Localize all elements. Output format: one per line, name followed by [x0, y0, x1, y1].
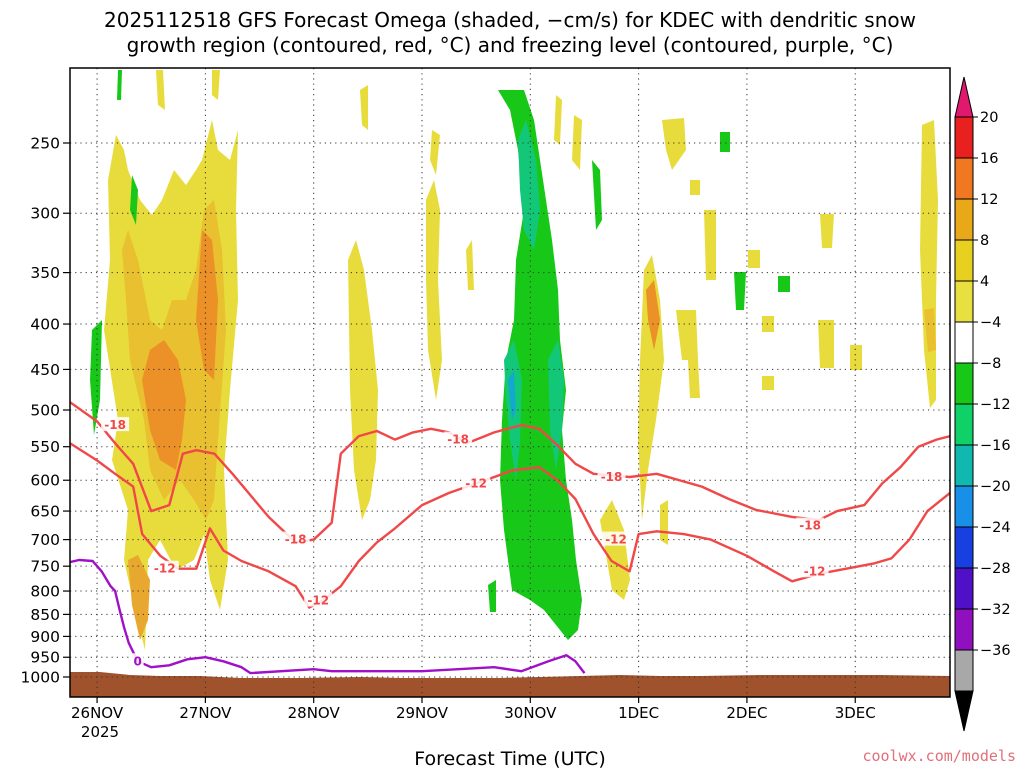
contour-label: -12: [804, 564, 826, 578]
colorbar-swatch: [954, 567, 974, 610]
contour-freezing-level: [70, 558, 586, 675]
y-tick-label: 800: [30, 583, 60, 601]
colorbar-swatch: [954, 116, 974, 159]
contour-label: -12: [465, 476, 487, 490]
colorbar-label: 12: [980, 192, 998, 208]
colorbar-bottom-arrow: [954, 690, 974, 732]
colorbar-label: −28: [980, 561, 1011, 577]
contour-label: 0: [134, 654, 142, 668]
y-tick-label: 250: [30, 135, 60, 153]
colorbar: 20 16 12 8 4 −4 −8 −12 −16 −20 −24 −28 −32 −36: [954, 76, 1011, 732]
y-tick-label: 700: [30, 531, 60, 549]
colorbar-label: −24: [980, 520, 1011, 536]
colorbar-label: −8: [980, 356, 1001, 372]
contour-label-bg: [796, 517, 825, 532]
contour-label: -18: [799, 519, 821, 533]
contour-label-bg: [150, 560, 179, 575]
x-year-label: 2025: [81, 723, 119, 741]
omega-region-26nov: [90, 70, 238, 650]
y-tick-label: 650: [30, 503, 60, 521]
ground-terrain: [70, 672, 950, 697]
y-tick-label: 300: [30, 205, 60, 223]
colorbar-label: 4: [980, 274, 989, 290]
omega-region-29nov: [488, 90, 602, 640]
colorbar-swatch: [954, 157, 974, 200]
plot-frame: [69, 67, 951, 698]
x-tick-label: 26NOV: [71, 704, 124, 722]
credit-text: coolwx.com/models: [862, 747, 1016, 765]
omega-shading: [70, 70, 950, 697]
chart-title-line-1: 2025112518 GFS Forecast Omega (shaded, −…: [104, 8, 916, 32]
omega-region-3dec: [920, 120, 938, 408]
y-tick-label: 450: [30, 361, 60, 379]
colorbar-label: 20: [980, 110, 998, 126]
contour-label-bg: [462, 475, 491, 490]
contour-label-bg: [597, 469, 626, 484]
colorbar-swatch: [954, 444, 974, 487]
colorbar-label: 8: [980, 233, 989, 249]
colorbar-swatch: [954, 198, 974, 241]
y-tick-label: 950: [30, 649, 60, 667]
colorbar-swatch: [954, 280, 974, 323]
x-tick-label: 1DEC: [618, 704, 659, 722]
contour-label-bg: [281, 531, 310, 546]
contour-label-bg: [444, 431, 473, 446]
contour-label: -18: [601, 470, 623, 484]
colorbar-top-arrow: [954, 76, 974, 118]
y-tick-label: 400: [30, 316, 60, 334]
contour-label: -12: [605, 533, 627, 547]
y-tick-label: 500: [30, 402, 60, 420]
colorbar-label: −16: [980, 438, 1011, 454]
omega-region-30nov: [600, 118, 862, 600]
contour-label: -12: [154, 562, 176, 576]
x-axis-label: Forecast Time (UTC): [414, 748, 605, 768]
contour-labels: -18 -12 -18 -12 -18 -12 -18 -12 -18 -12 0: [101, 417, 829, 668]
colorbar-swatch: [954, 239, 974, 282]
y-tick-label: 600: [30, 472, 60, 490]
colorbar-swatch: [954, 403, 974, 446]
contour-label: -18: [285, 533, 307, 547]
y-tick-label: 350: [30, 264, 60, 282]
colorbar-swatch: [954, 321, 974, 364]
colorbar-label: −32: [980, 602, 1011, 618]
x-tick-label: 30NOV: [504, 704, 557, 722]
x-axis-ticks: 26NOV 27NOV 28NOV 29NOV 30NOV 1DEC 2DEC 3DEC: [71, 697, 876, 722]
colorbar-swatch: [954, 362, 974, 405]
colorbar-swatch: [954, 649, 974, 692]
colorbar-swatch: [954, 608, 974, 651]
x-tick-label: 3DEC: [835, 704, 876, 722]
y-tick-label: 550: [30, 438, 60, 456]
contour-label-bg: [800, 563, 829, 578]
colorbar-label: −12: [980, 397, 1011, 413]
contour-label-bg: [304, 592, 333, 607]
colorbar-label: −4: [980, 315, 1001, 331]
omega-region-28nov: [348, 85, 474, 520]
y-tick-label: 900: [30, 628, 60, 646]
colorbar-label: 16: [980, 151, 998, 167]
y-tick-label: 850: [30, 606, 60, 624]
y-tick-label: 750: [30, 558, 60, 576]
x-tick-label: 28NOV: [288, 704, 341, 722]
colorbar-swatch: [954, 526, 974, 569]
colorbar-label: −36: [980, 643, 1011, 659]
contour-label-bg: [101, 417, 130, 432]
contour-label: -12: [307, 594, 329, 608]
contour-label-bg: [602, 531, 631, 546]
contour-label-bg: [131, 653, 144, 668]
x-tick-label: 27NOV: [179, 704, 232, 722]
plot-area: -18 -12 -18 -12 -18 -12 -18 -12 -18 -12 0: [70, 68, 950, 697]
x-tick-label: 2DEC: [726, 704, 767, 722]
chart-title-line-2: growth region (contoured, red, °C) and f…: [127, 33, 894, 57]
contour-label: -18: [447, 433, 469, 447]
y-axis-ticks: 250 300 350 400 450 500 550 600 650 700 750 800 850 9…: [21, 135, 70, 687]
y-tick-label: 1000: [21, 669, 60, 687]
x-tick-label: 29NOV: [396, 704, 449, 722]
colorbar-label: −20: [980, 479, 1011, 495]
contour-label: -18: [104, 418, 126, 432]
colorbar-swatch: [954, 485, 974, 528]
